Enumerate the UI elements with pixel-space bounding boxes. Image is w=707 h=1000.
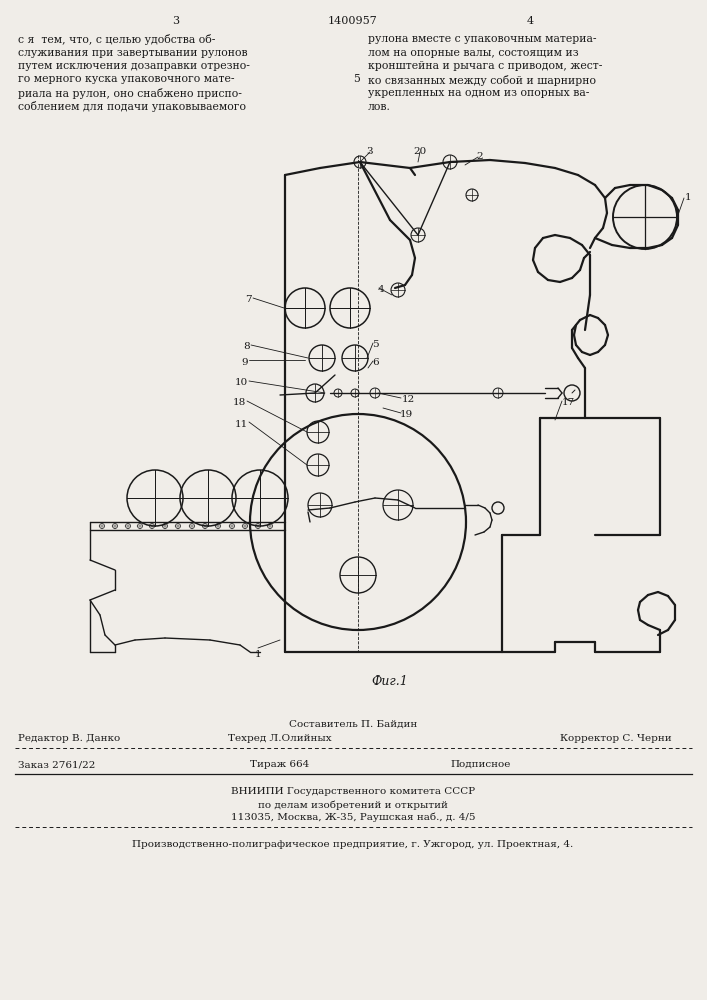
Text: ко связанных между собой и шарнирно: ко связанных между собой и шарнирно — [368, 75, 596, 86]
Text: Подписное: Подписное — [450, 760, 510, 769]
Text: 20: 20 — [414, 147, 426, 156]
Text: 113035, Москва, Ж-35, Раушская наб., д. 4/5: 113035, Москва, Ж-35, Раушская наб., д. … — [230, 813, 475, 822]
Text: 11: 11 — [235, 420, 248, 429]
Text: соблением для подачи упаковываемого: соблением для подачи упаковываемого — [18, 102, 246, 112]
Text: 1: 1 — [255, 650, 262, 659]
Text: лов.: лов. — [368, 102, 391, 111]
Text: с я  тем, что, с целью удобства об-: с я тем, что, с целью удобства об- — [18, 34, 216, 45]
Text: путем исключения дозаправки отрезно-: путем исключения дозаправки отрезно- — [18, 61, 250, 71]
Text: Фиг.1: Фиг.1 — [372, 675, 409, 688]
Text: укрепленных на одном из опорных ва-: укрепленных на одном из опорных ва- — [368, 88, 590, 98]
Text: 1: 1 — [685, 193, 691, 202]
Text: 3: 3 — [367, 147, 373, 156]
Text: Корректор С. Черни: Корректор С. Черни — [560, 734, 672, 743]
Text: 17: 17 — [562, 398, 575, 407]
Text: ВНИИПИ Государственного комитета СССР: ВНИИПИ Государственного комитета СССР — [231, 787, 475, 796]
Text: кронштейна и рычага с приводом, жест-: кронштейна и рычага с приводом, жест- — [368, 61, 602, 71]
Text: 4: 4 — [527, 16, 534, 26]
Text: 12: 12 — [402, 395, 415, 404]
Text: 6: 6 — [372, 358, 379, 367]
Text: 4: 4 — [378, 285, 385, 294]
Text: Заказ 2761/22: Заказ 2761/22 — [18, 760, 95, 769]
Text: 10: 10 — [235, 378, 248, 387]
Text: Составитель П. Байдин: Составитель П. Байдин — [289, 720, 417, 729]
Text: 3: 3 — [173, 16, 180, 26]
Text: Производственно-полиграфическое предприятие, г. Ужгород, ул. Проектная, 4.: Производственно-полиграфическое предприя… — [132, 840, 573, 849]
Text: Редактор В. Данко: Редактор В. Данко — [18, 734, 120, 743]
Text: го мерного куска упаковочного мате-: го мерного куска упаковочного мате- — [18, 75, 235, 85]
Text: 7: 7 — [245, 295, 252, 304]
Text: 19: 19 — [400, 410, 414, 419]
Text: рулона вместе с упаковочным материа-: рулона вместе с упаковочным материа- — [368, 34, 597, 44]
Text: 5: 5 — [372, 340, 379, 349]
Text: Тираж 664: Тираж 664 — [250, 760, 310, 769]
Text: 1400957: 1400957 — [328, 16, 378, 26]
Text: 9: 9 — [241, 358, 248, 367]
Text: 5: 5 — [354, 75, 361, 85]
Text: 2: 2 — [477, 152, 484, 161]
Text: риала на рулон, оно снабжено приспо-: риала на рулон, оно снабжено приспо- — [18, 88, 242, 99]
Text: 8: 8 — [243, 342, 250, 351]
Text: лом на опорные валы, состоящим из: лом на опорные валы, состоящим из — [368, 47, 578, 57]
Text: 18: 18 — [233, 398, 246, 407]
Text: Техред Л.Олийных: Техред Л.Олийных — [228, 734, 332, 743]
Text: служивания при завертывании рулонов: служивания при завертывании рулонов — [18, 47, 247, 57]
Text: по делам изобретений и открытий: по делам изобретений и открытий — [258, 800, 448, 810]
